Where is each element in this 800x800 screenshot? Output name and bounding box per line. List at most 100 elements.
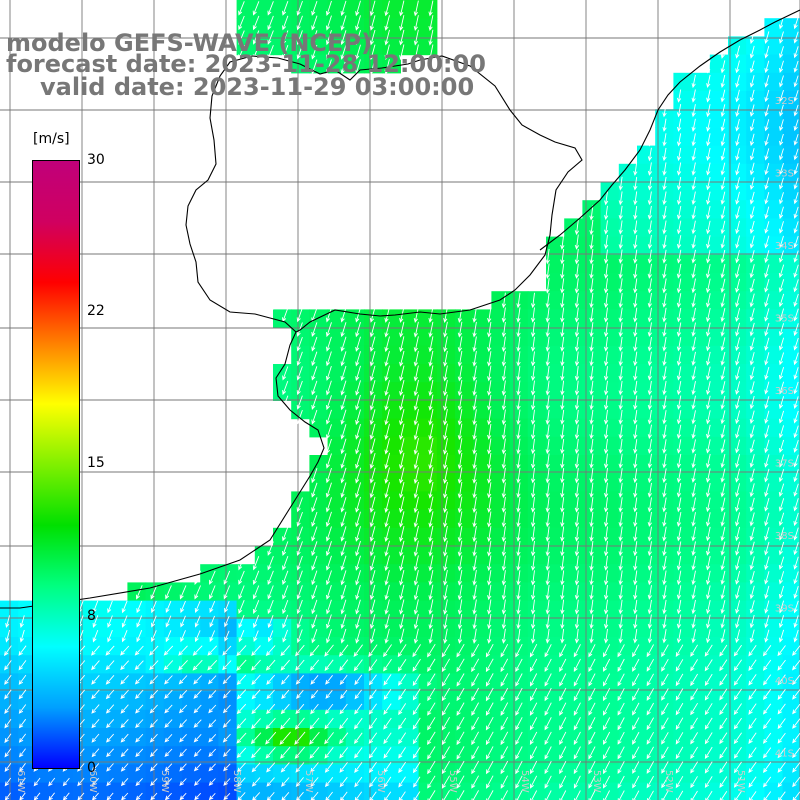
wind-cell bbox=[0, 709, 19, 729]
wind-arrow bbox=[762, 732, 772, 744]
wind-cell bbox=[600, 491, 620, 511]
wind-cell bbox=[637, 273, 656, 292]
wind-cell bbox=[618, 291, 638, 310]
wind-arrow bbox=[164, 763, 173, 772]
wind-cell bbox=[418, 764, 438, 784]
wind-arrow bbox=[735, 629, 741, 644]
wind-arrow bbox=[720, 74, 726, 89]
wind-arrow bbox=[194, 615, 201, 628]
wind-cell bbox=[582, 709, 602, 729]
wind-cell bbox=[291, 618, 310, 638]
wind-arrow bbox=[412, 761, 421, 774]
wind-arrow bbox=[778, 439, 785, 453]
wind-arrow bbox=[472, 570, 477, 586]
wind-arrow bbox=[282, 570, 289, 585]
wind-cell bbox=[691, 436, 711, 456]
wind-cell bbox=[746, 327, 765, 347]
wind-arrow bbox=[369, 29, 376, 46]
wind-arrow bbox=[309, 659, 320, 671]
wind-cell bbox=[746, 91, 765, 110]
wind-arrow bbox=[4, 792, 11, 800]
wind-arrow bbox=[735, 351, 741, 366]
wind-arrow bbox=[178, 645, 188, 656]
wind-arrow bbox=[749, 366, 755, 381]
wind-arrow bbox=[529, 658, 538, 673]
wind-arrow bbox=[530, 322, 536, 338]
wind-arrow bbox=[588, 775, 596, 789]
wind-arrow bbox=[472, 394, 477, 411]
wind-arrow bbox=[384, 496, 390, 514]
wind-cell bbox=[655, 491, 674, 511]
wind-arrow bbox=[749, 454, 755, 468]
wind-arrow bbox=[280, 645, 291, 657]
wind-cell bbox=[691, 182, 711, 201]
wind-cell bbox=[491, 309, 511, 329]
wind-arrow bbox=[383, 761, 392, 774]
wind-arrow bbox=[516, 351, 521, 367]
wind-cell bbox=[782, 364, 800, 383]
wind-arrow bbox=[735, 483, 741, 498]
wind-cell bbox=[709, 364, 729, 383]
wind-cell bbox=[600, 273, 620, 292]
wind-arrow bbox=[4, 704, 12, 714]
wind-arrow bbox=[457, 423, 463, 441]
wind-arrow bbox=[662, 585, 667, 600]
wind-arrow bbox=[618, 322, 623, 338]
wind-arrow bbox=[720, 307, 726, 323]
wind-cell bbox=[91, 728, 110, 747]
wind-cell bbox=[527, 600, 547, 620]
wind-cell bbox=[782, 782, 800, 800]
wind-cell bbox=[273, 618, 292, 638]
wind-arrow bbox=[412, 644, 421, 658]
wind-arrow bbox=[633, 336, 638, 352]
wind-cell bbox=[764, 436, 784, 456]
wind-arrow bbox=[399, 321, 405, 338]
wind-arrow bbox=[33, 777, 41, 787]
wind-cell bbox=[382, 509, 401, 529]
wind-arrow bbox=[443, 307, 448, 324]
wind-arrow bbox=[236, 659, 247, 671]
wind-arrow bbox=[530, 395, 536, 411]
wind-arrow bbox=[355, 321, 361, 338]
colorbar-tick-30: 30 bbox=[87, 152, 105, 168]
wind-arrow bbox=[311, 599, 318, 615]
wind-cell bbox=[436, 564, 456, 583]
wind-arrow bbox=[704, 673, 713, 686]
wind-arrow bbox=[325, 424, 332, 440]
wind-arrow bbox=[646, 702, 654, 716]
wind-arrow bbox=[369, 423, 376, 440]
wind-arrow bbox=[472, 496, 477, 514]
wind-cell bbox=[691, 473, 711, 492]
wind-cell bbox=[618, 182, 638, 201]
wind-arrow bbox=[296, 526, 303, 542]
wind-arrow bbox=[135, 777, 143, 787]
wind-cell bbox=[709, 764, 729, 784]
wind-arrow bbox=[588, 746, 596, 760]
wind-arrow bbox=[793, 75, 799, 88]
wind-arrow bbox=[223, 570, 231, 585]
wind-cell bbox=[709, 236, 729, 256]
wind-arrow bbox=[662, 366, 667, 381]
wind-arrow bbox=[706, 147, 711, 162]
wind-cell bbox=[364, 764, 383, 784]
wind-arrow bbox=[662, 395, 667, 410]
wind-arrow bbox=[633, 614, 638, 629]
wind-cell bbox=[182, 600, 201, 620]
wind-arrow bbox=[252, 30, 260, 45]
wind-cell bbox=[455, 400, 474, 420]
wind-arrow bbox=[383, 732, 392, 745]
wind-cell bbox=[546, 491, 565, 511]
wind-arrow bbox=[369, 599, 376, 615]
wind-cell bbox=[309, 673, 329, 693]
wind-arrow bbox=[545, 366, 550, 381]
wind-arrow bbox=[691, 541, 696, 557]
wind-arrow bbox=[472, 526, 477, 543]
wind-arrow bbox=[617, 731, 625, 745]
wind-cell bbox=[618, 400, 638, 420]
wind-arrow bbox=[165, 630, 172, 643]
wind-arrow bbox=[676, 147, 682, 162]
wind-arrow bbox=[574, 424, 580, 440]
wind-cell bbox=[291, 491, 310, 511]
wind-arrow bbox=[164, 675, 173, 685]
wind-arrow bbox=[472, 365, 477, 382]
